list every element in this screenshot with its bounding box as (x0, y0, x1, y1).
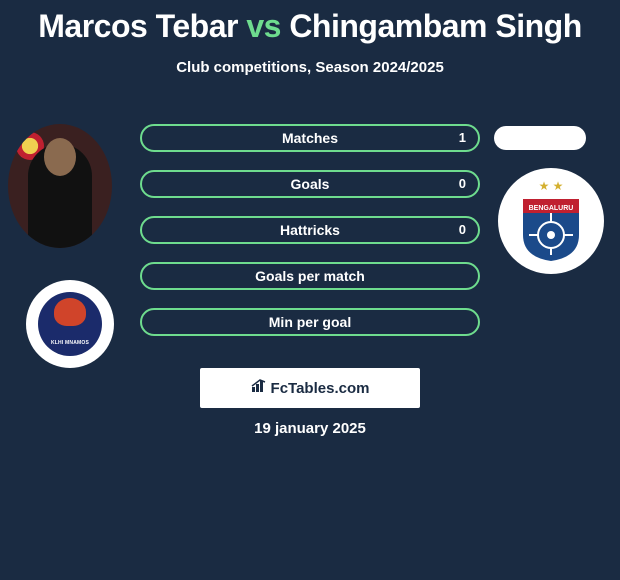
star-icon: ★ ★ (539, 179, 564, 193)
stat-row-matches: Matches 1 (140, 124, 480, 152)
stat-label: Matches (282, 130, 338, 146)
stat-label: Min per goal (269, 314, 351, 330)
stats-list: Matches 1 Goals 0 Hattricks 0 Goals per … (140, 124, 480, 354)
player1-photo: Too So G (8, 124, 112, 248)
player2-club-name: BENGALURU (529, 205, 574, 212)
stat-row-min-per-goal: Min per goal (140, 308, 480, 336)
player2-stat-pill (494, 126, 586, 150)
subtitle: Club competitions, Season 2024/2025 (0, 59, 620, 76)
player2-club-badge: ★ ★ BENGALURU (498, 168, 604, 274)
stat-value-right: 1 (459, 126, 466, 150)
date-label: 19 january 2025 (0, 420, 620, 437)
player2-name: Chingambam Singh (289, 8, 581, 44)
stat-label: Goals per match (255, 268, 365, 284)
branding-box: FcTables.com (200, 368, 420, 408)
stat-row-hattricks: Hattricks 0 (140, 216, 480, 244)
comparison-title: Marcos Tebar vs Chingambam Singh (0, 0, 620, 45)
branding-label: FcTables.com (271, 380, 370, 397)
stat-label: Hattricks (280, 222, 340, 238)
stat-value-right: 0 (459, 172, 466, 196)
stat-row-goals: Goals 0 (140, 170, 480, 198)
stat-row-goals-per-match: Goals per match (140, 262, 480, 290)
stat-label: Goals (291, 176, 330, 192)
player1-club-badge: KLHI MNAMOS (26, 280, 114, 368)
lion-icon (54, 298, 86, 326)
player1-club-badge-inner: KLHI MNAMOS (38, 292, 102, 356)
player2-club-shield: BENGALURU (519, 195, 583, 263)
chart-icon (251, 379, 269, 398)
stat-value-right: 0 (459, 218, 466, 242)
vs-label: vs (246, 8, 281, 44)
player1-name: Marcos Tebar (38, 8, 238, 44)
player1-club-name: KLHI MNAMOS (38, 340, 102, 346)
player1-head (44, 138, 76, 176)
